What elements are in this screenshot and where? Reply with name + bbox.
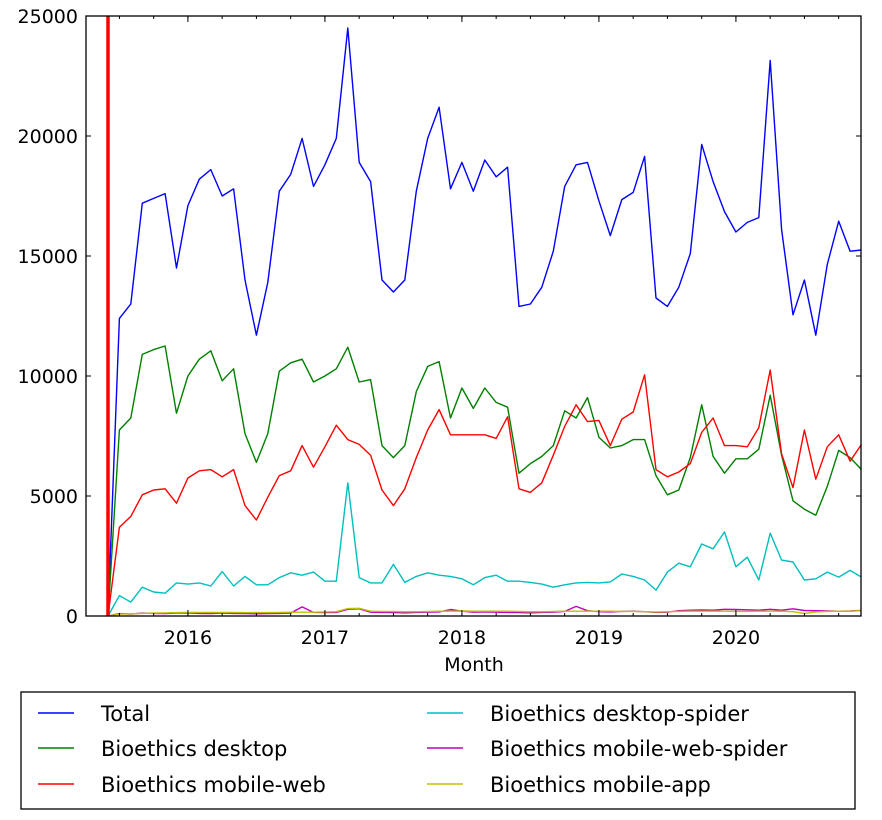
legend: Total Bioethics desktop Bioethics mobile-w… [20, 691, 856, 810]
ticks-layer: 0 5000 10000 15000 20000 25000 2016 2017 2018 201… [18, 6, 861, 649]
x-tick-label: 2016 [164, 627, 212, 649]
y-tick-label: 0 [66, 606, 78, 628]
legend-label: Bioethics mobile-app [490, 773, 711, 797]
x-tick-label: 2020 [712, 627, 760, 649]
x-axis-label: Month [444, 654, 504, 676]
legend-label: Bioethics desktop [101, 737, 287, 761]
y-tick-label: 5000 [30, 486, 78, 508]
series-layer [107, 27, 863, 617]
series-line-bioethics-desktop [107, 345, 863, 617]
legend-label: Bioethics desktop-spider [490, 702, 749, 726]
series-line-bioethics-desktop-spider [107, 482, 862, 617]
legend-label: Total [100, 702, 150, 726]
y-tick-label: 10000 [18, 366, 78, 388]
legend-label: Bioethics mobile-web-spider [490, 737, 788, 761]
series-line-total [107, 27, 862, 617]
y-tick-label: 20000 [18, 126, 78, 148]
y-tick-label: 25000 [18, 6, 78, 28]
legend-box [20, 691, 856, 810]
plot-frame [85, 15, 862, 617]
x-tick-label: 2019 [575, 627, 623, 649]
series-line-bioethics-mobile-web [107, 369, 863, 617]
x-tick-label: 2017 [301, 627, 349, 649]
x-tick-label: 2018 [438, 627, 486, 649]
y-tick-label: 15000 [18, 246, 78, 268]
legend-label: Bioethics mobile-web [101, 773, 326, 797]
